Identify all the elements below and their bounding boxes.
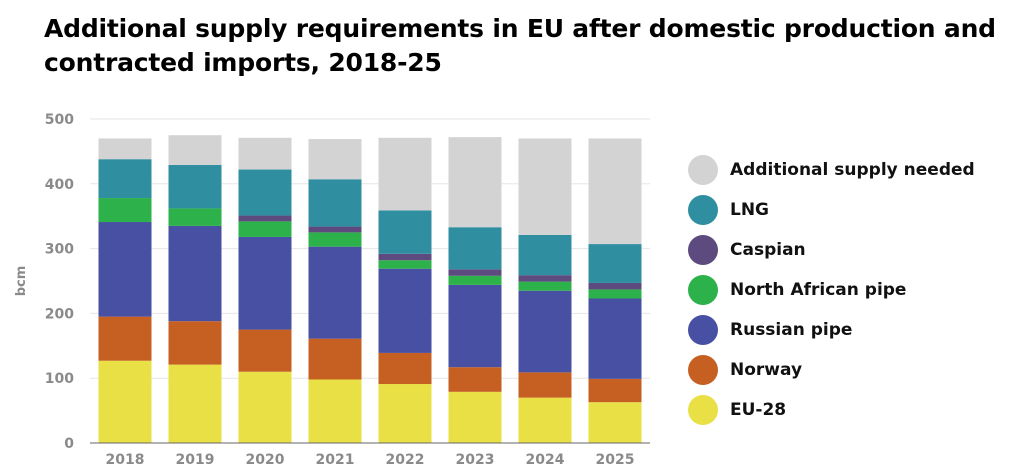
bar-segment-caspian-2021 xyxy=(308,226,362,233)
x-tick-label: 2019 xyxy=(176,452,215,468)
bar-segment-caspian-2023 xyxy=(448,269,502,276)
bar-segment-lng-2023 xyxy=(448,227,502,270)
bar-segment-additional-supply-needed-2022 xyxy=(378,137,432,211)
y-tick-label: 100 xyxy=(45,371,74,387)
chart-title: Additional supply requirements in EU aft… xyxy=(44,14,996,77)
bar-segment-north-african-pipe-2023 xyxy=(448,275,502,285)
y-tick-label: 500 xyxy=(45,112,74,128)
bar-segment-lng-2019 xyxy=(168,165,222,209)
bar-segment-additional-supply-needed-2020 xyxy=(238,137,292,170)
bar-segment-lng-2025 xyxy=(588,244,642,283)
legend-item: North African pipe xyxy=(688,270,975,310)
bar-segment-caspian-2024 xyxy=(518,275,572,282)
legend-swatch xyxy=(688,275,718,305)
legend-swatch xyxy=(688,195,718,225)
bar-segment-north-african-pipe-2018 xyxy=(98,198,152,223)
bar-segment-norway-2021 xyxy=(308,338,362,380)
bar-segment-norway-2018 xyxy=(98,316,152,361)
legend-swatch xyxy=(688,315,718,345)
legend-label: EU-28 xyxy=(730,400,787,420)
legend-label: Russian pipe xyxy=(730,320,853,340)
legend-swatch xyxy=(688,395,718,425)
y-tick-label: 200 xyxy=(45,306,74,322)
stacked-bar-chart: 0 100 200 300 400 500 bcm 2018 2019 2020 2021 2022 2… xyxy=(14,112,650,468)
legend-swatch xyxy=(688,355,718,385)
bar-segment-norway-2022 xyxy=(378,352,432,385)
bar-segment-north-african-pipe-2025 xyxy=(588,289,642,299)
bar-segment-lng-2018 xyxy=(98,159,152,199)
bar-segment-russian-pipe-2025 xyxy=(588,298,642,379)
x-tick-label: 2020 xyxy=(246,452,285,468)
bar-segment-eu-28-2023 xyxy=(448,391,502,443)
x-tick-label: 2018 xyxy=(106,452,145,468)
bar-segment-lng-2021 xyxy=(308,179,362,227)
bar-segment-additional-supply-needed-2019 xyxy=(168,135,222,166)
x-tick-label: 2024 xyxy=(526,452,565,468)
bar-segment-north-african-pipe-2022 xyxy=(378,260,432,269)
bar-segment-russian-pipe-2022 xyxy=(378,268,432,353)
bar-segment-additional-supply-needed-2024 xyxy=(518,138,572,235)
bar-segment-lng-2022 xyxy=(378,210,432,254)
legend-item: Russian pipe xyxy=(688,310,975,350)
x-tick-label: 2022 xyxy=(386,452,425,468)
y-tick-label: 400 xyxy=(45,177,74,193)
bar-segment-russian-pipe-2024 xyxy=(518,290,572,373)
y-tick-label: 0 xyxy=(64,436,74,452)
bar-segment-north-african-pipe-2020 xyxy=(238,221,292,237)
legend-item: Caspian xyxy=(688,230,975,270)
legend-swatch xyxy=(688,155,718,185)
x-tick-label: 2025 xyxy=(596,452,635,468)
bar-segment-additional-supply-needed-2025 xyxy=(588,138,642,245)
bar-segment-eu-28-2019 xyxy=(168,364,222,443)
legend-item: Additional supply needed xyxy=(688,150,975,190)
bar-segment-russian-pipe-2018 xyxy=(98,222,152,317)
legend-label: Caspian xyxy=(730,240,806,260)
legend-label: Norway xyxy=(730,360,803,380)
bar-segment-eu-28-2022 xyxy=(378,384,432,443)
bar-segment-russian-pipe-2021 xyxy=(308,246,362,339)
bar-segment-north-african-pipe-2019 xyxy=(168,208,222,226)
legend-item: EU-28 xyxy=(688,390,975,430)
bar-segment-eu-28-2024 xyxy=(518,397,572,443)
bar-segment-norway-2019 xyxy=(168,321,222,365)
bar-segment-additional-supply-needed-2021 xyxy=(308,139,362,180)
bar-segment-russian-pipe-2023 xyxy=(448,284,502,368)
bar-segment-north-african-pipe-2024 xyxy=(518,281,572,291)
legend-item: Norway xyxy=(688,350,975,390)
bar-segment-eu-28-2025 xyxy=(588,402,642,443)
bar-segment-norway-2024 xyxy=(518,372,572,398)
bar-segment-caspian-2020 xyxy=(238,215,292,222)
legend-label: Additional supply needed xyxy=(730,160,975,180)
bar-segment-norway-2020 xyxy=(238,329,292,372)
legend-swatch xyxy=(688,235,718,265)
bar-segment-additional-supply-needed-2018 xyxy=(98,138,152,160)
bar-segment-additional-supply-needed-2023 xyxy=(448,137,502,228)
chart-legend: Additional supply needed LNG Caspian North … xyxy=(688,150,975,430)
bar-segment-russian-pipe-2020 xyxy=(238,236,292,330)
bar-segment-caspian-2025 xyxy=(588,282,642,290)
bar-segment-norway-2023 xyxy=(448,367,502,392)
bar-segment-lng-2024 xyxy=(518,234,572,276)
legend-item: LNG xyxy=(688,190,975,230)
bar-segment-eu-28-2018 xyxy=(98,360,152,443)
bar-segment-eu-28-2021 xyxy=(308,379,362,443)
bar-segment-russian-pipe-2019 xyxy=(168,225,222,322)
legend-label: North African pipe xyxy=(730,280,907,300)
bar-segment-eu-28-2020 xyxy=(238,371,292,443)
legend-label: LNG xyxy=(730,200,770,220)
bar-segment-norway-2025 xyxy=(588,378,642,403)
x-tick-label: 2021 xyxy=(316,452,355,468)
bar-segment-caspian-2022 xyxy=(378,253,432,261)
x-tick-label: 2023 xyxy=(456,452,495,468)
y-tick-label: 300 xyxy=(45,242,74,258)
y-axis-label: bcm xyxy=(14,266,29,297)
bar-segment-lng-2020 xyxy=(238,169,292,216)
bar-segment-north-african-pipe-2021 xyxy=(308,232,362,247)
